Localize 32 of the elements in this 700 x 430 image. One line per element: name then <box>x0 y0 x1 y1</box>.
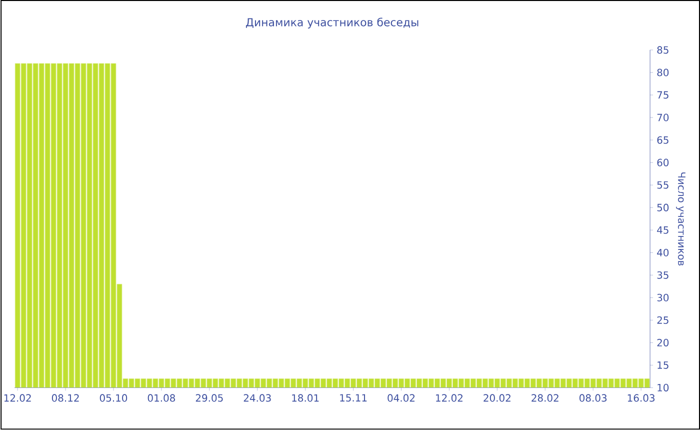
y-tick-label: 20 <box>657 339 669 347</box>
y-tick-label: 50 <box>657 204 669 212</box>
x-tick-label: 05.10 <box>100 394 128 402</box>
y-tick-label: 75 <box>657 91 668 99</box>
x-tick-label: 04.02 <box>388 394 414 402</box>
y-tick-label: 10 <box>658 384 669 392</box>
y-tick-label: 60 <box>657 158 669 166</box>
y-tick-label: 80 <box>657 68 669 76</box>
x-tick-label: 29.05 <box>196 394 223 402</box>
y-tick-label: 35 <box>657 272 668 280</box>
y-tick-label: 45 <box>657 226 668 234</box>
y-tick-label: 70 <box>657 114 669 122</box>
x-tick-label: 28.02 <box>532 394 558 402</box>
x-tick-label: 12.02 <box>436 394 462 402</box>
y-tick-label: 55 <box>657 182 668 189</box>
y-tick-label: 85 <box>657 46 668 54</box>
x-tick-label: 08.03 <box>580 394 607 402</box>
x-tick-label: 15.11 <box>340 394 367 402</box>
x-tick-label: 20.02 <box>484 394 510 402</box>
y-tick-label: 15 <box>658 362 668 370</box>
y-tick-label: 40 <box>657 248 669 257</box>
y-tick-label: 65 <box>657 136 668 144</box>
x-tick-label: 16.03 <box>628 394 655 402</box>
x-tick-label: 18.01 <box>292 394 319 402</box>
x-tick-label: 12.02 <box>4 394 31 402</box>
y-axis-title: Число участников <box>676 172 686 266</box>
y-tick-label: 30 <box>657 294 669 302</box>
x-tick-label: 08.12 <box>52 394 79 402</box>
y-tick-label: 25 <box>657 316 668 324</box>
x-tick-label: 24.03 <box>244 394 271 402</box>
chart-title: Динамика участников беседы <box>246 18 418 29</box>
x-tick-label: 01.08 <box>148 394 176 402</box>
